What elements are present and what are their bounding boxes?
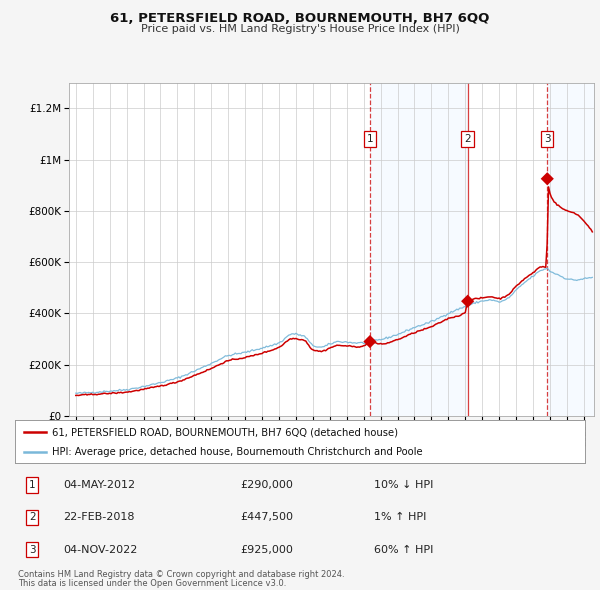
Point	[365, 337, 375, 346]
Text: 2: 2	[464, 134, 471, 144]
Text: £925,000: £925,000	[240, 545, 293, 555]
Text: 1: 1	[367, 134, 373, 144]
Text: 3: 3	[544, 134, 551, 144]
Text: 2: 2	[29, 513, 35, 522]
Bar	[370, 83, 467, 416]
Text: Price paid vs. HM Land Registry's House Price Index (HPI): Price paid vs. HM Land Registry's House …	[140, 24, 460, 34]
Text: 1: 1	[29, 480, 35, 490]
Text: 04-MAY-2012: 04-MAY-2012	[64, 480, 136, 490]
Text: 61, PETERSFIELD ROAD, BOURNEMOUTH, BH7 6QQ: 61, PETERSFIELD ROAD, BOURNEMOUTH, BH7 6…	[110, 12, 490, 25]
Text: Contains HM Land Registry data © Crown copyright and database right 2024.: Contains HM Land Registry data © Crown c…	[18, 570, 344, 579]
Bar	[547, 83, 594, 416]
Text: 61, PETERSFIELD ROAD, BOURNEMOUTH, BH7 6QQ (detached house): 61, PETERSFIELD ROAD, BOURNEMOUTH, BH7 6…	[52, 427, 398, 437]
Text: £290,000: £290,000	[240, 480, 293, 490]
Point	[542, 174, 552, 183]
Text: 22-FEB-2018: 22-FEB-2018	[64, 513, 135, 522]
Text: HPI: Average price, detached house, Bournemouth Christchurch and Poole: HPI: Average price, detached house, Bour…	[52, 447, 422, 457]
Text: 3: 3	[29, 545, 35, 555]
Point	[463, 297, 472, 306]
Text: This data is licensed under the Open Government Licence v3.0.: This data is licensed under the Open Gov…	[18, 579, 286, 588]
Text: 04-NOV-2022: 04-NOV-2022	[64, 545, 138, 555]
Text: 1% ↑ HPI: 1% ↑ HPI	[374, 513, 427, 522]
Text: 10% ↓ HPI: 10% ↓ HPI	[374, 480, 433, 490]
Text: £447,500: £447,500	[240, 513, 293, 522]
Text: 60% ↑ HPI: 60% ↑ HPI	[374, 545, 433, 555]
